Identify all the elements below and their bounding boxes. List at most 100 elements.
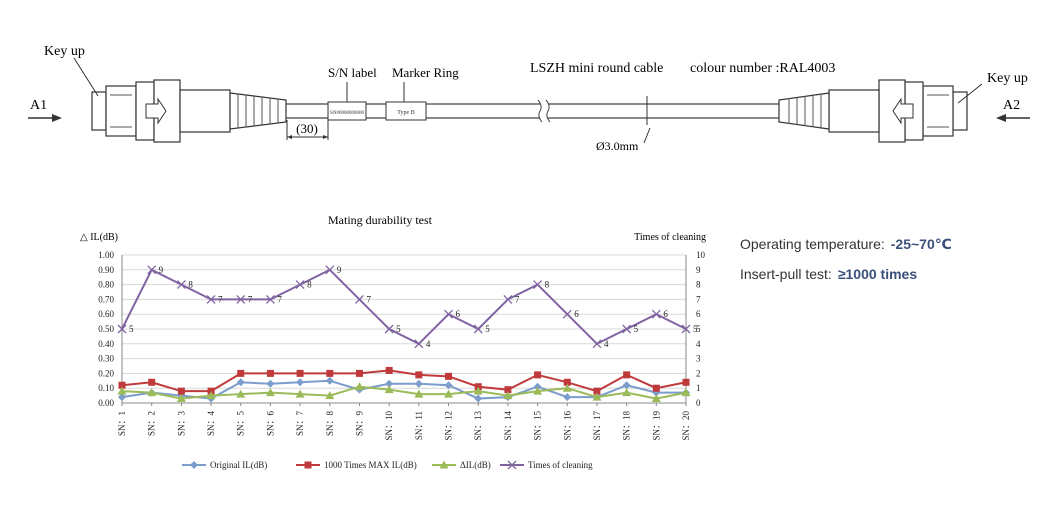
data-point [384,385,394,394]
data-point [295,389,305,398]
key-up-left-label: Key up [44,44,85,59]
data-point [265,294,275,304]
x-tick-label: SN：20 [681,411,691,441]
y-tick-label: 0.50 [98,324,114,334]
left-connector [91,79,287,143]
specs-panel: Operating temperature: -25~70℃ Insert-pul… [740,233,952,293]
y2-tick-label: 4 [696,339,701,349]
data-point [473,386,483,395]
dimension-30-text: (30) [296,121,318,136]
y-tick-label: 0.90 [98,265,114,275]
data-point [206,391,216,400]
data-label: 7 [277,294,282,304]
data-label: 6 [456,309,461,319]
data-point [296,378,305,387]
y-tick-label: 0.70 [98,294,114,304]
x-tick-label: SN：15 [533,411,543,441]
data-point [414,379,423,388]
x-tick-label: SN：17 [592,411,602,441]
data-label: 7 [218,294,223,304]
chart-series: 5 9 8 7 7 7 8 9 7 5 4 6 5 7 8 6 4 5 6 5 [117,265,698,403]
data-point [562,309,572,319]
data-label: 8 [545,280,550,290]
data-label: 5 [485,324,490,334]
marker-ring-caption: Marker Ring [392,65,459,80]
series-line-2 [121,385,687,400]
legend-label: Original IL(dB) [210,460,267,470]
data-label: 6 [663,309,668,319]
data-point [473,324,483,334]
x-tick-label: SN：8 [325,411,335,437]
data-point [414,389,424,398]
data-point [117,386,127,395]
x-tick-label: SN：2 [147,411,157,436]
data-point [622,381,631,390]
data-point [325,265,335,275]
chart-grid [122,254,686,404]
diameter-caption: Ø3.0mm [596,139,639,153]
data-point [295,280,305,290]
x-tick-label: SN：4 [206,411,216,437]
y2-tick-label: 3 [696,354,701,364]
data-point [534,371,542,379]
y2-tick-label: 7 [696,294,701,304]
data-point [474,394,483,403]
data-point [533,386,543,395]
data-point [355,294,364,304]
x-tick-label: SN：13 [473,411,483,441]
colour-caption: colour number :RAL4003 [690,61,835,76]
legend-label: ΔIL(dB) [460,460,491,470]
dimension-30 [286,120,329,140]
y-tick-label: 0.30 [98,354,114,364]
data-point [533,280,543,290]
data-point [236,294,246,304]
data-point [504,386,512,394]
data-point [117,324,127,334]
a1-label: A1 [30,98,47,113]
mating-durability-chart: 0.00 0.10 0.20 0.30 0.40 0.50 0.60 0.70 0.80 0.90… [80,213,706,470]
a1-arrow [28,114,62,122]
data-label: 5 [634,324,639,334]
chart-legend: Original IL(dB) 1000 Times MAX IL(dB) ΔIL(… [182,460,593,470]
y-tick-label: 0.60 [98,309,114,319]
marker-ring-text: Type B [397,110,414,116]
data-point [439,460,449,469]
y-tick-label: 0.10 [98,383,114,393]
y2-tick-label: 0 [696,398,701,408]
data-point [622,388,632,397]
key-up-right-label: Key up [987,71,1028,86]
a2-arrow [996,114,1030,122]
data-point [592,339,602,349]
data-label: 6 [574,309,579,319]
data-label: 4 [604,339,609,349]
data-point [415,371,423,379]
data-point [651,394,661,403]
x-tick-label: SN：10 [384,411,394,441]
data-label: 9 [337,265,342,275]
data-label: 7 [515,294,520,304]
data-point [325,391,335,400]
x-tick-label: SN：14 [503,411,513,441]
data-point [326,369,334,377]
y-tick-label: 0.40 [98,339,114,349]
y2-tick-label: 10 [696,250,706,260]
chart-y2label: Times of cleaning [634,232,706,243]
x-tick-label: SN：1 [117,411,127,436]
operating-temperature-label: Operating temperature: [740,236,885,252]
right-connector [778,79,968,143]
data-point [147,388,157,397]
data-point [206,294,216,304]
data-point [563,378,571,386]
data-label: 5 [396,324,401,334]
data-point [265,388,275,397]
data-point [118,393,126,402]
marker-ring [385,101,427,121]
data-label: 5 [693,324,698,334]
data-label: 7 [248,294,253,304]
sn-label-sleeve-text: SN#0000000000 [330,111,364,116]
x-tick-label: SN：5 [236,411,246,437]
x-tick-label: SN：9 [354,411,364,437]
data-point [190,461,198,469]
data-point [681,388,691,397]
y2-tick-label: 2 [696,368,701,378]
